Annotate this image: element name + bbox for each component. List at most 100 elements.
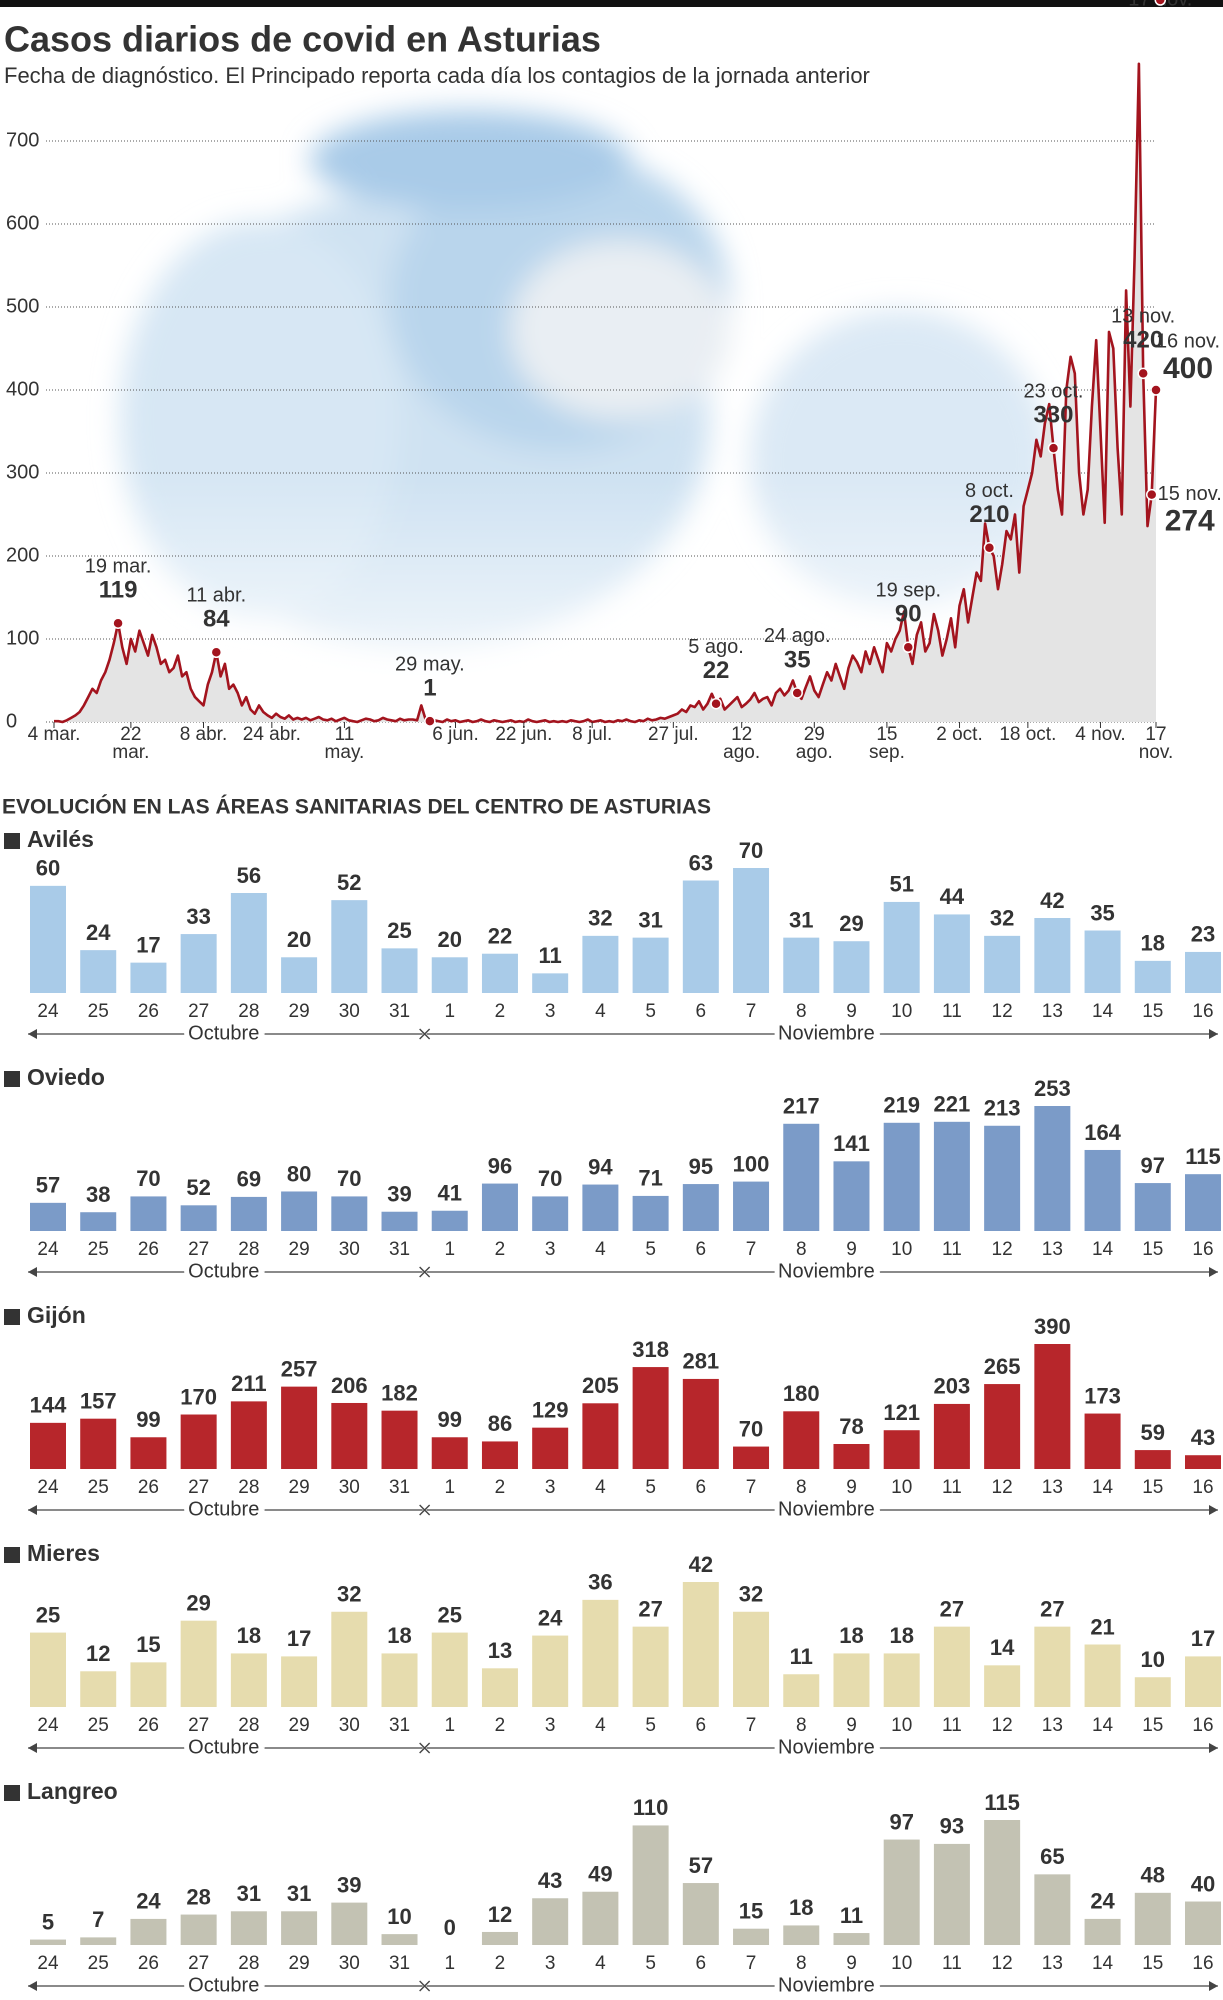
x-tick-label: 30 bbox=[339, 1953, 360, 1974]
bar bbox=[933, 1121, 970, 1231]
x-tick-label: 7 bbox=[746, 1953, 757, 1974]
bar bbox=[1034, 1344, 1071, 1469]
x-tick-label: 25 bbox=[88, 1477, 109, 1498]
value-label: 17 bbox=[136, 932, 160, 957]
bar bbox=[733, 1446, 770, 1469]
bar bbox=[481, 1931, 518, 1945]
bar bbox=[833, 1444, 870, 1469]
point bbox=[710, 697, 722, 710]
separator bbox=[419, 1266, 431, 1278]
value-label: 173 bbox=[1084, 1383, 1121, 1408]
x-tick-label: 26 bbox=[138, 1239, 159, 1260]
bar bbox=[682, 1184, 719, 1231]
chart-title: Langreo bbox=[27, 1778, 118, 1804]
bar bbox=[281, 1911, 318, 1945]
bar bbox=[230, 1196, 267, 1231]
x-tick-label: 10 bbox=[891, 1715, 912, 1736]
value-label: 100 bbox=[733, 1151, 770, 1176]
x-tick-label: 11 bbox=[942, 1239, 962, 1260]
x-tick-label: 24 bbox=[37, 1477, 59, 1498]
value-label: 129 bbox=[532, 1397, 569, 1422]
x-tick-label: 30 bbox=[339, 1001, 360, 1022]
x-tick-label: 8 bbox=[796, 1953, 807, 1974]
value-label: 12 bbox=[488, 1902, 512, 1927]
value-label: 39 bbox=[387, 1182, 411, 1207]
bar bbox=[632, 1367, 669, 1469]
value-label: 29 bbox=[186, 1591, 210, 1616]
x-tick-label: 22 jun. bbox=[495, 724, 553, 745]
legend-square bbox=[4, 1309, 20, 1325]
x-tick-label: 4 bbox=[595, 1953, 606, 1974]
value-label: 20 bbox=[287, 927, 311, 952]
bar bbox=[1185, 1455, 1221, 1469]
x-tick-label: 26 bbox=[138, 1715, 159, 1736]
x-tick-label: 29 bbox=[289, 1477, 310, 1498]
top-rule bbox=[0, 0, 1223, 7]
value-label: 24 bbox=[538, 1605, 563, 1630]
x-tick-label: 5 bbox=[645, 1953, 656, 1974]
bar bbox=[582, 1599, 619, 1707]
value-label: 17 bbox=[287, 1626, 311, 1651]
x-tick-label: 4 nov. bbox=[1075, 724, 1126, 745]
value-label: 18 bbox=[839, 1623, 863, 1648]
x-tick-label: 9 bbox=[846, 1715, 857, 1736]
x-tick-label: 7 bbox=[746, 1477, 757, 1498]
value-label: 32 bbox=[739, 1582, 763, 1607]
x-tick-label: 1 bbox=[444, 1477, 455, 1498]
value-label: 69 bbox=[237, 1167, 261, 1192]
value-label: 219 bbox=[883, 1093, 920, 1118]
value-label: 11 bbox=[790, 1644, 813, 1669]
bar bbox=[1084, 1149, 1121, 1231]
bar bbox=[180, 1205, 217, 1231]
value-label: 48 bbox=[1141, 1863, 1165, 1888]
value-label: 18 bbox=[889, 1623, 913, 1648]
bar bbox=[481, 953, 518, 993]
x-tick-label: 3 bbox=[545, 1239, 556, 1260]
annotation-value: 330 bbox=[1033, 401, 1073, 428]
area bbox=[54, 63, 1156, 723]
x-tick-label: 15 bbox=[1142, 1715, 1163, 1736]
bar bbox=[80, 950, 117, 993]
x-tick-label: 8 bbox=[796, 1715, 807, 1736]
x-tick-label: 27 bbox=[188, 1001, 209, 1022]
bar bbox=[783, 1123, 820, 1231]
value-label: 27 bbox=[940, 1596, 964, 1621]
arrow bbox=[28, 1267, 37, 1277]
chart-title: Avilés bbox=[27, 826, 94, 852]
value-label: 95 bbox=[689, 1154, 713, 1179]
annotation-value: 400 bbox=[1163, 352, 1213, 385]
x-tick-label: 16 bbox=[1192, 1953, 1213, 1974]
x-tick-label: 31 bbox=[389, 1953, 410, 1974]
bar bbox=[331, 1402, 368, 1469]
x-tick-label: 2 bbox=[495, 1715, 506, 1736]
y-tick-label: 600 bbox=[6, 212, 39, 234]
bar bbox=[682, 880, 719, 993]
x-tick-label: 16 bbox=[1192, 1477, 1213, 1498]
value-label: 7 bbox=[92, 1907, 104, 1932]
x-tick-label: 3 bbox=[545, 1477, 556, 1498]
bar bbox=[984, 935, 1021, 993]
bar bbox=[1084, 930, 1121, 993]
bar bbox=[381, 1934, 418, 1945]
x-tick-label: 16 bbox=[1192, 1239, 1213, 1260]
annotation-value: 274 bbox=[1165, 505, 1215, 538]
value-label: 65 bbox=[1040, 1844, 1064, 1869]
separator bbox=[419, 1028, 431, 1040]
arrow bbox=[1209, 1267, 1218, 1277]
value-label: 35 bbox=[1090, 900, 1114, 925]
bar bbox=[984, 1820, 1021, 1945]
x-tick-label: 12 bbox=[992, 1715, 1013, 1736]
x-tick-label: 17 nov. bbox=[1138, 724, 1174, 763]
value-label: 18 bbox=[387, 1623, 411, 1648]
x-tick-label: 22 mar. bbox=[112, 724, 150, 763]
bar bbox=[532, 973, 569, 993]
x-tick-label: 4 mar. bbox=[27, 724, 81, 745]
bar bbox=[130, 962, 167, 993]
x-tick-label: 15 sep. bbox=[868, 724, 905, 763]
point bbox=[1137, 367, 1149, 380]
bar bbox=[431, 1210, 468, 1231]
value-label: 24 bbox=[1090, 1889, 1115, 1914]
bar bbox=[632, 1195, 669, 1231]
legend-square bbox=[4, 833, 20, 849]
bar bbox=[933, 1626, 970, 1707]
